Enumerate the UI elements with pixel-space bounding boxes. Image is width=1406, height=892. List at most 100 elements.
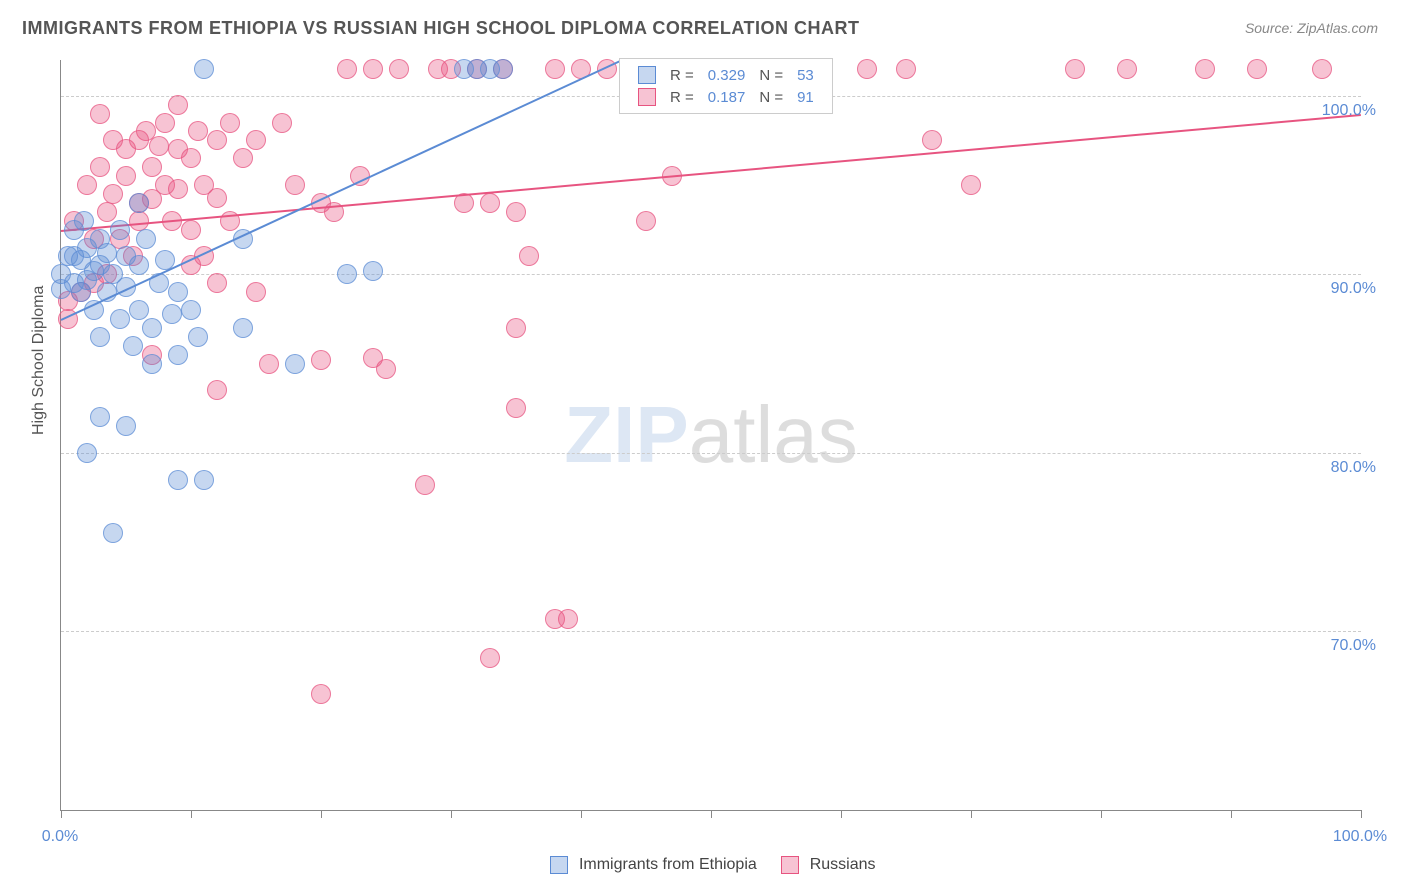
data-point [337, 264, 357, 284]
data-point [77, 443, 97, 463]
data-point [194, 59, 214, 79]
x-tick [841, 810, 842, 818]
stats-legend: R =0.329N =53R =0.187N =91 [619, 58, 833, 114]
data-point [162, 304, 182, 324]
chart-title: IMMIGRANTS FROM ETHIOPIA VS RUSSIAN HIGH… [22, 18, 860, 39]
data-point [246, 130, 266, 150]
data-point [961, 175, 981, 195]
data-point [285, 175, 305, 195]
data-point [480, 648, 500, 668]
data-point [922, 130, 942, 150]
data-point [142, 354, 162, 374]
legend-ethiopia-swatch-top [632, 65, 662, 85]
data-point [506, 318, 526, 338]
watermark-zip: ZIP [564, 390, 688, 479]
x-tick [1361, 810, 1362, 818]
data-point [207, 188, 227, 208]
data-point [74, 211, 94, 231]
y-tick-label: 90.0% [1331, 280, 1376, 298]
data-point [376, 359, 396, 379]
stat-R-label: R = [664, 87, 700, 107]
source-label: Source: ZipAtlas.com [1245, 20, 1378, 36]
data-point [181, 300, 201, 320]
data-point [168, 179, 188, 199]
legend-russians-swatch [781, 856, 799, 874]
x-tick [711, 810, 712, 818]
legend-ethiopia-swatch [550, 856, 568, 874]
data-point [181, 148, 201, 168]
data-point [181, 220, 201, 240]
data-point [188, 327, 208, 347]
gridline [61, 274, 1361, 275]
data-point [558, 609, 578, 629]
data-point [506, 398, 526, 418]
data-point [207, 130, 227, 150]
stat-R-label: R = [664, 65, 700, 85]
data-point [116, 166, 136, 186]
data-point [142, 157, 162, 177]
data-point [97, 202, 117, 222]
plot-area: ZIPatlas [60, 60, 1361, 811]
data-point [337, 59, 357, 79]
data-point [272, 113, 292, 133]
data-point [1195, 59, 1215, 79]
data-point [110, 220, 130, 240]
data-point [149, 136, 169, 156]
gridline [61, 453, 1361, 454]
stat-R-ethiopia: 0.329 [702, 65, 752, 85]
x-tick [321, 810, 322, 818]
data-point [285, 354, 305, 374]
watermark-atlas: atlas [689, 390, 858, 479]
y-tick-label: 80.0% [1331, 459, 1376, 477]
data-point [110, 309, 130, 329]
stat-N-label: N = [753, 65, 789, 85]
y-axis-label: High School Diploma [30, 286, 48, 435]
data-point [1312, 59, 1332, 79]
data-point [90, 327, 110, 347]
data-point [519, 246, 539, 266]
data-point [1247, 59, 1267, 79]
data-point [207, 380, 227, 400]
data-point [188, 121, 208, 141]
legend-russians-label: Russians [810, 856, 876, 873]
x-tick [61, 810, 62, 818]
data-point [493, 59, 513, 79]
data-point [155, 113, 175, 133]
data-point [97, 243, 117, 263]
stat-R-russians: 0.187 [702, 87, 752, 107]
x-tick-label: 100.0% [1333, 828, 1387, 846]
x-tick [581, 810, 582, 818]
data-point [168, 282, 188, 302]
legend-bottom: Immigrants from Ethiopia Russians [0, 856, 1406, 874]
x-tick [1101, 810, 1102, 818]
data-point [103, 184, 123, 204]
data-point [311, 350, 331, 370]
data-point [129, 193, 149, 213]
data-point [363, 59, 383, 79]
data-point [123, 336, 143, 356]
gridline [61, 631, 1361, 632]
legend-russians-swatch-top [632, 87, 662, 107]
data-point [90, 407, 110, 427]
data-point [168, 470, 188, 490]
data-point [545, 59, 565, 79]
legend-ethiopia-label: Immigrants from Ethiopia [579, 856, 757, 873]
data-point [506, 202, 526, 222]
data-point [857, 59, 877, 79]
data-point [142, 318, 162, 338]
data-point [246, 282, 266, 302]
data-point [636, 211, 656, 231]
stat-N-label: N = [753, 87, 789, 107]
data-point [116, 416, 136, 436]
data-point [233, 148, 253, 168]
data-point [389, 59, 409, 79]
data-point [233, 318, 253, 338]
data-point [363, 261, 383, 281]
data-point [129, 255, 149, 275]
watermark: ZIPatlas [564, 389, 857, 481]
data-point [480, 193, 500, 213]
data-point [220, 113, 240, 133]
stat-N-ethiopia: 53 [791, 65, 820, 85]
data-point [311, 684, 331, 704]
data-point [90, 104, 110, 124]
